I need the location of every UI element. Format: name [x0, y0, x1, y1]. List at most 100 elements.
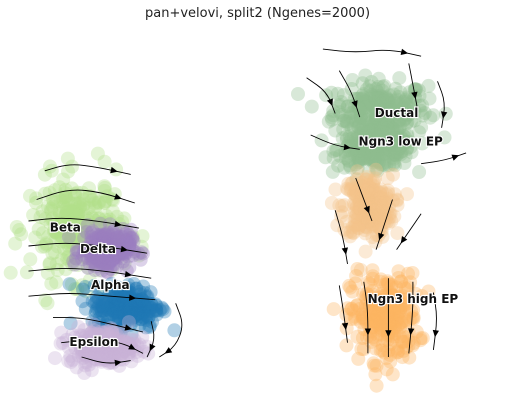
cell-point [404, 145, 419, 160]
cell-point [66, 230, 81, 245]
cell-point [84, 244, 99, 259]
cell-point [355, 106, 370, 121]
cell-point [359, 172, 374, 187]
velocity-streamline [408, 281, 414, 354]
cell-point [70, 185, 85, 200]
cell-point [113, 295, 128, 309]
cell-point [95, 237, 110, 252]
cell-point [387, 147, 402, 162]
cell-point [355, 187, 370, 202]
cell-point [386, 305, 401, 319]
cell-point [390, 345, 405, 360]
cell-point [101, 232, 116, 247]
cell-point [352, 148, 366, 163]
cell-point [114, 335, 129, 350]
cell-point [85, 258, 100, 272]
cell-points-layer [3, 68, 453, 393]
cell-point [101, 349, 116, 364]
cell-point [122, 310, 137, 324]
cell-point [97, 339, 112, 353]
cell-point [406, 310, 421, 324]
velocity-arrowhead [343, 143, 351, 151]
cell-point [355, 310, 370, 325]
cell-point [100, 296, 115, 311]
cell-point [75, 294, 90, 309]
cell-point [367, 118, 381, 132]
cell-point [341, 154, 356, 169]
cell-point [106, 236, 121, 251]
cell-point [110, 250, 125, 264]
cell-point [374, 131, 388, 146]
cell-point [85, 249, 100, 264]
cell-point [363, 214, 378, 229]
cell-point [89, 246, 103, 261]
cell-point [369, 161, 384, 176]
velocity-streamline [28, 242, 148, 254]
cell-point [359, 183, 374, 198]
velocity-arrowhead [385, 330, 392, 338]
cell-point [368, 121, 382, 136]
cell-point [390, 226, 405, 241]
cell-point [407, 104, 422, 119]
cell-point [70, 335, 85, 349]
cell-point [134, 305, 149, 320]
cell-point [110, 248, 124, 263]
cell-point [99, 344, 114, 359]
cell-point [377, 79, 392, 93]
cell-point [101, 241, 116, 256]
cell-point [388, 158, 402, 173]
cell-point [324, 196, 339, 210]
cell-point [374, 320, 388, 335]
cell-point [378, 142, 392, 157]
cell-point [325, 164, 340, 179]
cell-point [350, 147, 365, 162]
cell-point [335, 199, 350, 213]
cell-point [117, 256, 132, 271]
cell-point [368, 186, 383, 201]
cell-point [78, 358, 93, 373]
cell-point [340, 225, 354, 240]
cell-point [402, 312, 417, 327]
cell-point [97, 329, 112, 344]
cell-point [98, 194, 113, 208]
cell-point [369, 218, 384, 233]
cell-point [364, 137, 379, 152]
cell-point [75, 342, 90, 357]
cell-point [97, 335, 112, 350]
cell-point [394, 130, 409, 145]
cell-point [382, 132, 397, 146]
cell-point [122, 228, 136, 243]
cell-point [343, 139, 358, 154]
cell-point [92, 215, 106, 230]
cell-point [133, 312, 148, 327]
cell-point [115, 288, 130, 303]
cell-point [372, 142, 387, 157]
cell-point [91, 195, 106, 210]
cell-point [79, 225, 94, 239]
cell-point [379, 143, 394, 158]
cell-point [35, 226, 50, 241]
cell-point [367, 312, 382, 327]
cell-point [387, 187, 402, 202]
cell-point [372, 311, 387, 326]
cell-point [354, 92, 369, 107]
cell-point [52, 219, 66, 234]
cell-point [355, 76, 370, 91]
cell-point [354, 187, 368, 202]
cell-point [95, 229, 110, 244]
cell-point [81, 260, 95, 275]
cell-point [119, 298, 134, 313]
cell-point [44, 276, 59, 291]
cell-point [376, 135, 391, 150]
cell-point [393, 301, 408, 316]
cell-point [390, 193, 405, 208]
cell-point [129, 281, 144, 296]
cell-point [111, 302, 126, 317]
cell-point [381, 125, 395, 139]
cell-point [370, 94, 385, 109]
cell-point [141, 310, 156, 325]
cell-point [389, 192, 404, 207]
cell-point [105, 262, 120, 277]
cell-point [362, 135, 377, 150]
cell-point [377, 155, 392, 170]
